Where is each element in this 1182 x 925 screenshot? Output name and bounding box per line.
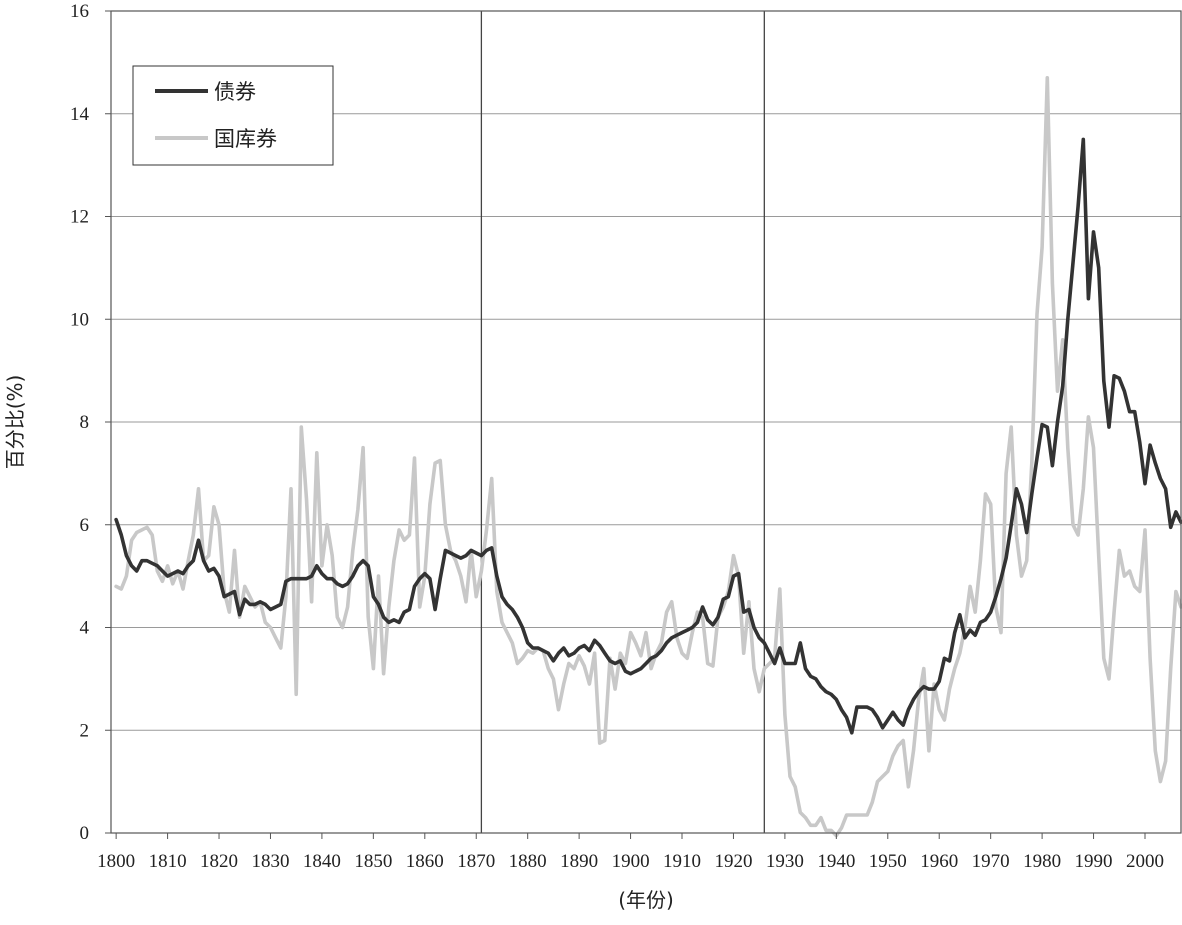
x-tick-label: 1990: [1075, 851, 1113, 872]
series-lines: [114, 76, 1182, 838]
x-tick-label: 1890: [560, 851, 598, 872]
legend-label-bonds: 债券: [214, 80, 256, 104]
x-tick-label: 1920: [714, 851, 752, 872]
legend-box: [132, 65, 334, 166]
y-tick-label: 8: [80, 412, 90, 433]
x-tick-label: 1800: [97, 851, 135, 872]
x-tick-label: 1860: [406, 851, 444, 872]
x-tick-label: 1950: [869, 851, 907, 872]
x-tick-label: 1940: [817, 851, 855, 872]
y-tick-label: 14: [70, 104, 90, 125]
x-tick-label: 1850: [354, 851, 392, 872]
x-tick-label: 1870: [457, 851, 495, 872]
series-line-bonds: [114, 137, 1182, 735]
legend: 债券 国库券: [132, 65, 334, 166]
x-tick-label: 1900: [612, 851, 650, 872]
x-tick-label: 1980: [1023, 851, 1061, 872]
x-tick-label: 1830: [251, 851, 289, 872]
x-tick-label: 1970: [972, 851, 1010, 872]
x-axis-title: (年份): [618, 888, 674, 912]
x-tick-label: 1840: [303, 851, 341, 872]
y-tick-label: 12: [70, 207, 89, 228]
x-tick-label: 1810: [149, 851, 187, 872]
series-line-treasury-bills: [114, 76, 1182, 838]
axis-ticks: 0 2 4 6 8 10 12 14 16 1800 1810 1820 1830 1840 1850 186…: [70, 1, 1164, 872]
x-tick-label: 1910: [663, 851, 701, 872]
y-tick-label: 4: [80, 618, 90, 639]
y-tick-label: 10: [70, 309, 89, 330]
y-tick-label: 16: [70, 1, 89, 22]
x-tick-label: 1820: [200, 851, 238, 872]
x-tick-label: 1930: [766, 851, 804, 872]
x-tick-label: 1880: [509, 851, 547, 872]
x-tick-label: 2000: [1126, 851, 1164, 872]
y-tick-label: 0: [80, 823, 90, 844]
vertical-marker-lines: [480, 11, 765, 833]
y-tick-label: 6: [80, 515, 90, 536]
x-tick-label: 1960: [920, 851, 958, 872]
legend-label-treasury-bills: 国库券: [214, 127, 277, 151]
y-tick-label: 2: [80, 720, 90, 741]
y-axis-title: 百分比(%): [3, 375, 27, 470]
